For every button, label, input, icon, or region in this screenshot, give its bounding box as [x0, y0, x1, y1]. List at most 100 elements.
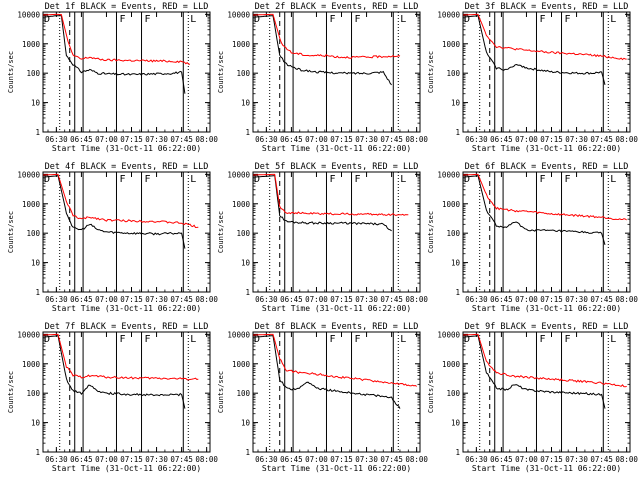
panel-title: Det 5f BLACK = Events, RED = LLD	[255, 162, 419, 172]
segment-marker: F	[329, 334, 335, 345]
x-tick-label: 08:00	[195, 135, 218, 144]
x-tick-label: 07:00	[305, 295, 328, 304]
x-axis-label: Start Time (31-Oct-11 06:22:00)	[262, 464, 411, 473]
x-axis-label: Start Time (31-Oct-11 06:22:00)	[52, 304, 201, 313]
segment-marker: D	[464, 174, 470, 185]
y-tick-label: 10000	[437, 330, 460, 339]
x-tick-label: 07:15	[540, 135, 563, 144]
lld-series-line	[253, 13, 401, 59]
x-tick-label: 08:00	[195, 295, 218, 304]
events-series-line	[42, 335, 186, 409]
y-tick-label: 10000	[437, 170, 460, 179]
segment-marker: F	[145, 174, 151, 185]
y-tick-label: 1	[245, 128, 250, 137]
y-tick-label: 1	[35, 288, 40, 297]
y-tick-label: 1000	[442, 360, 461, 369]
x-tick-label: 07:15	[330, 455, 353, 464]
x-tick-label: 07:00	[95, 295, 118, 304]
y-axis-label: Counts/sec	[7, 51, 15, 93]
x-tick-label: 07:30	[145, 295, 168, 304]
x-tick-label: 07:45	[590, 295, 613, 304]
y-axis-label: Counts/sec	[427, 371, 435, 413]
y-tick-label: 1	[245, 448, 250, 457]
plot-frame	[462, 331, 631, 453]
x-tick-label: 07:15	[330, 135, 353, 144]
y-tick-label: 10000	[17, 170, 40, 179]
y-tick-label: 10000	[437, 10, 460, 19]
y-tick-label: 10	[31, 99, 41, 108]
x-tick-label: 06:45	[280, 295, 303, 304]
panel-title: Det 2f BLACK = Events, RED = LLD	[255, 2, 419, 12]
segment-marker: F	[329, 174, 335, 185]
x-tick-label: 07:30	[145, 135, 168, 144]
segment-marker: F	[565, 334, 571, 345]
segment-marker: F	[355, 14, 361, 25]
y-axis-label: Counts/sec	[7, 371, 15, 413]
y-axis-label: Counts/sec	[217, 371, 225, 413]
segment-marker: L	[610, 14, 616, 25]
x-tick-label: 06:30	[465, 455, 488, 464]
segment-marker: F	[539, 334, 545, 345]
segment-marker: F	[539, 14, 545, 25]
y-tick-label: 10	[31, 419, 41, 428]
x-tick-label: 07:45	[380, 135, 403, 144]
y-tick-label: 1000	[22, 360, 41, 369]
y-tick-label: 10	[451, 99, 461, 108]
x-tick-label: 07:45	[170, 295, 193, 304]
x-tick-label: 06:30	[45, 135, 68, 144]
x-tick-label: 07:30	[565, 295, 588, 304]
y-tick-label: 100	[446, 389, 460, 398]
x-tick-label: 06:30	[45, 295, 68, 304]
x-tick-label: 08:00	[615, 135, 638, 144]
y-tick-label: 1	[245, 288, 250, 297]
x-tick-label: 06:45	[490, 135, 513, 144]
segment-marker: L	[190, 174, 196, 185]
plot-frame	[42, 171, 211, 293]
plot-frame	[42, 331, 211, 453]
y-tick-label: 1000	[232, 40, 251, 49]
events-series-line	[252, 175, 392, 232]
x-tick-label: 07:15	[120, 135, 143, 144]
y-tick-label: 1000	[232, 200, 251, 209]
y-tick-label: 10	[31, 259, 41, 268]
x-tick-label: 07:45	[380, 295, 403, 304]
segment-marker: D	[44, 174, 50, 185]
y-axis-label: Counts/sec	[427, 51, 435, 93]
y-tick-label: 1	[35, 128, 40, 137]
x-tick-label: 07:45	[170, 455, 193, 464]
x-axis-label: Start Time (31-Oct-11 06:22:00)	[52, 144, 201, 153]
y-axis-label: Counts/sec	[427, 211, 435, 253]
y-tick-label: 100	[26, 69, 40, 78]
y-tick-label: 100	[236, 389, 250, 398]
segment-marker: D	[464, 334, 470, 345]
panel-title: Det 9f BLACK = Events, RED = LLD	[465, 322, 629, 332]
segment-marker: D	[254, 334, 260, 345]
segment-marker: F	[145, 14, 151, 25]
x-tick-label: 08:00	[615, 455, 638, 464]
x-axis-label: Start Time (31-Oct-11 06:22:00)	[472, 144, 621, 153]
segment-marker: L	[610, 334, 616, 345]
y-tick-label: 10000	[227, 330, 250, 339]
x-tick-label: 06:45	[70, 135, 93, 144]
segment-marker: D	[44, 334, 50, 345]
x-tick-label: 07:00	[515, 455, 538, 464]
events-series-line	[462, 175, 606, 246]
segment-marker: F	[355, 174, 361, 185]
segment-marker: F	[565, 14, 571, 25]
y-tick-label: 100	[446, 69, 460, 78]
y-tick-label: 1000	[442, 200, 461, 209]
y-tick-label: 1000	[442, 40, 461, 49]
x-tick-label: 07:00	[305, 135, 328, 144]
segment-marker: D	[464, 14, 470, 25]
x-tick-label: 07:45	[380, 455, 403, 464]
x-tick-label: 06:45	[280, 455, 303, 464]
y-axis-label: Counts/sec	[217, 51, 225, 93]
x-tick-label: 08:00	[405, 135, 428, 144]
segment-marker: L	[190, 14, 196, 25]
panel-title: Det 4f BLACK = Events, RED = LLD	[45, 162, 209, 172]
segment-marker: L	[610, 174, 616, 185]
plot-frame	[252, 11, 421, 133]
y-axis-label: Counts/sec	[7, 211, 15, 253]
y-tick-label: 10000	[227, 10, 250, 19]
